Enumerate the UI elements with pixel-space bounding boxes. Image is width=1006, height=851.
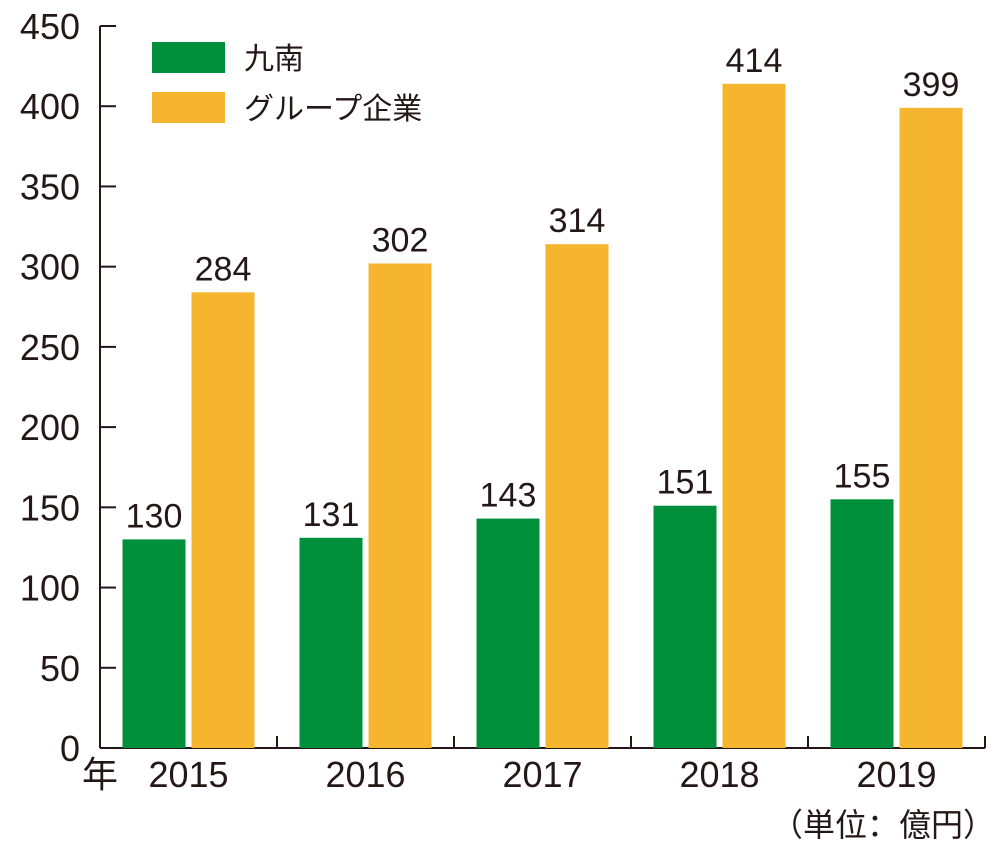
unit-note: （単位：億円） xyxy=(771,807,995,843)
data-label: 399 xyxy=(903,66,960,104)
y-tick-label: 200 xyxy=(20,407,80,448)
x-tick-label: 2018 xyxy=(679,754,759,795)
y-tick-label: 350 xyxy=(20,166,80,207)
x-tick-label: 2016 xyxy=(325,754,405,795)
y-tick-label: 250 xyxy=(20,327,80,368)
data-label: 302 xyxy=(372,221,429,259)
x-tick-label: 2019 xyxy=(856,754,936,795)
y-tick-label: 50 xyxy=(40,648,80,689)
bar-group-2018 xyxy=(722,83,786,748)
data-label: 130 xyxy=(126,497,183,535)
bar-kyunan-2019 xyxy=(830,499,894,748)
data-label: 131 xyxy=(303,496,360,534)
y-tick-label: 450 xyxy=(20,6,80,47)
y-tick-label: 400 xyxy=(20,86,80,127)
x-tick-label: 2017 xyxy=(502,754,582,795)
legend-label: 九南 xyxy=(244,43,304,76)
data-label: 414 xyxy=(726,42,783,80)
data-labels: 130 284 131 302 143 314 151 414 155 399 xyxy=(126,42,960,536)
legend-swatch xyxy=(152,42,225,73)
y-tick-label: 0 xyxy=(60,728,80,769)
bar-group-2015 xyxy=(191,292,255,748)
bar-group-2019 xyxy=(899,107,963,749)
bar-kyunan-2016 xyxy=(299,537,363,748)
bar-kyunan-2018 xyxy=(653,505,717,748)
y-tick-label: 150 xyxy=(20,487,80,528)
data-label: 314 xyxy=(549,202,606,240)
data-label: 151 xyxy=(657,464,714,502)
x-axis-title: 年 xyxy=(82,754,118,795)
y-tick-label: 300 xyxy=(20,247,80,288)
y-axis: 0 50 100 150 200 250 300 350 400 450 xyxy=(20,6,116,769)
data-label: 155 xyxy=(834,457,891,495)
bar-kyunan-2017 xyxy=(476,518,540,748)
y-tick-label: 100 xyxy=(20,568,80,609)
x-tick-label: 2015 xyxy=(148,754,228,795)
bar-group-2016 xyxy=(368,263,432,748)
legend-label: グループ企業 xyxy=(244,93,422,126)
legend-swatch xyxy=(152,92,225,123)
data-label: 284 xyxy=(195,250,252,288)
bars xyxy=(122,83,963,749)
bar-group-2017 xyxy=(545,244,609,748)
data-label: 143 xyxy=(480,477,537,515)
bar-kyunan-2015 xyxy=(122,539,186,748)
